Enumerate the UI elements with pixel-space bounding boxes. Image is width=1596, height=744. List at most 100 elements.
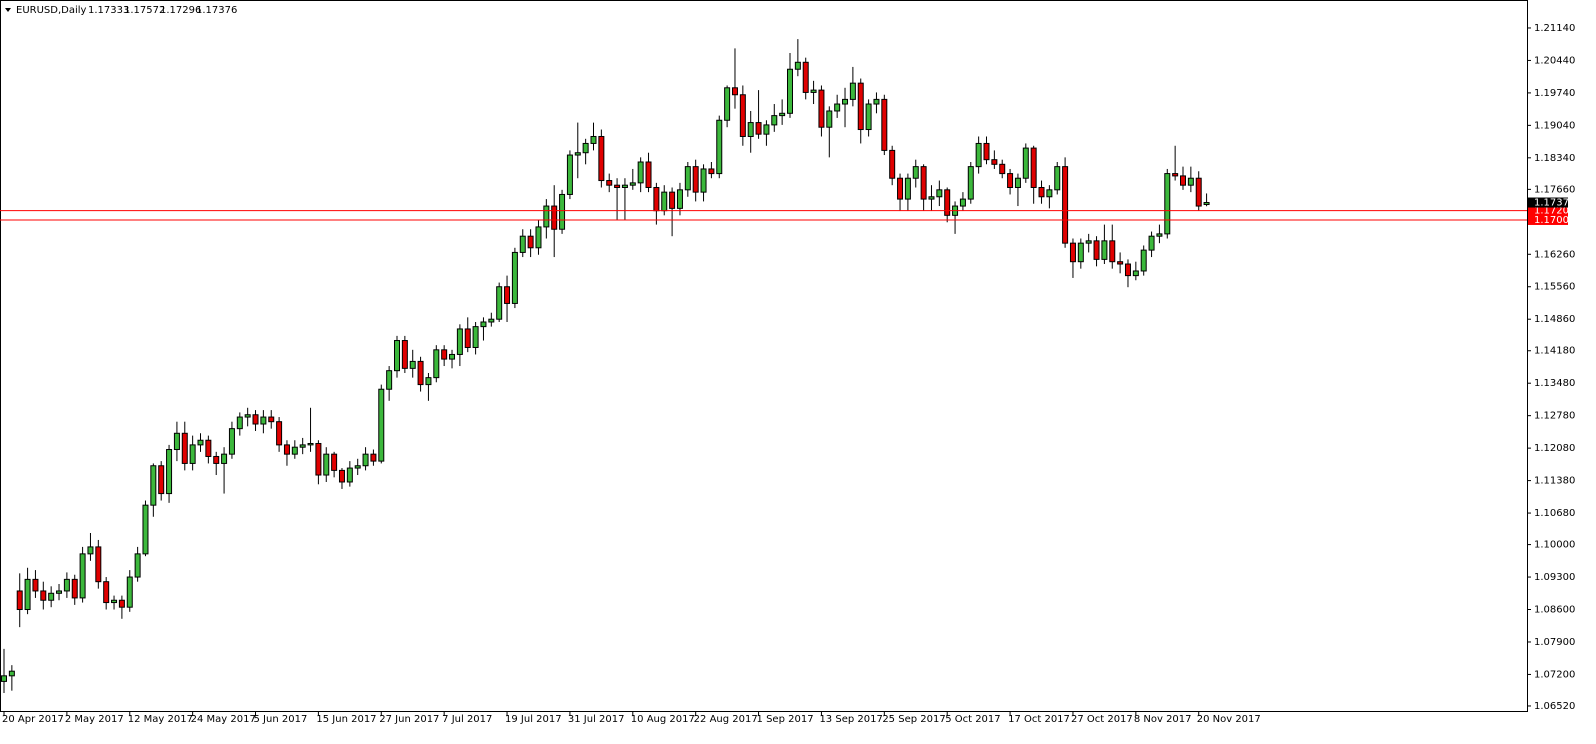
candle-body <box>323 453 330 476</box>
candle-body <box>48 592 55 601</box>
y-tick-label: 1.11380 <box>1534 476 1575 487</box>
candle-body <box>338 469 345 483</box>
candle-body <box>1038 186 1045 198</box>
candle-body <box>197 439 204 446</box>
candle-body <box>56 590 63 594</box>
candle-body <box>1022 147 1029 179</box>
candle-body <box>897 177 904 200</box>
candle-body <box>889 149 896 179</box>
y-tick-label: 1.12080 <box>1534 443 1575 454</box>
candle-body <box>763 124 770 135</box>
x-tick-label: 5 Oct 2017 <box>945 714 1000 725</box>
candle-body <box>1117 261 1124 265</box>
candle-body <box>519 235 526 253</box>
candle-body <box>574 152 581 156</box>
candle-body <box>881 98 888 151</box>
candle-body <box>527 235 534 249</box>
candle-body <box>488 318 495 323</box>
y-tick-label: 1.16260 <box>1534 249 1575 260</box>
candle-body <box>920 166 927 200</box>
candle-body <box>1062 166 1069 244</box>
candle-body <box>181 432 188 464</box>
candle-body <box>1077 242 1084 263</box>
candle-body <box>991 159 998 165</box>
candle-body <box>653 186 660 212</box>
candle-body <box>543 205 550 228</box>
candle-body <box>126 576 133 608</box>
x-tick-label: 8 Nov 2017 <box>1134 714 1192 725</box>
candle-body <box>535 226 542 249</box>
candle-body <box>912 166 919 179</box>
candle-body <box>268 416 275 423</box>
y-tick-label: 1.13480 <box>1534 378 1575 389</box>
x-tick-label: 25 Sep 2017 <box>882 714 945 725</box>
candle-body <box>684 166 691 191</box>
candle-body <box>826 110 833 128</box>
candle-body <box>1101 240 1108 260</box>
candle-body <box>213 455 220 464</box>
candle-body <box>566 154 573 195</box>
candle-body <box>441 349 448 360</box>
candle-body <box>559 193 566 230</box>
candle-body <box>661 191 668 212</box>
candle-body <box>456 328 463 355</box>
candle-body <box>276 421 283 446</box>
y-tick-label: 1.12780 <box>1534 411 1575 422</box>
y-tick-label: 1.06520 <box>1534 701 1575 712</box>
y-tick-label: 1.19740 <box>1534 88 1575 99</box>
candle-body <box>166 449 173 495</box>
candle-body <box>747 122 754 137</box>
candle-body <box>63 578 70 592</box>
candle-body <box>71 578 78 599</box>
y-tick-label: 1.07900 <box>1534 637 1575 648</box>
x-tick-label: 20 Apr 2017 <box>2 714 64 725</box>
candle-body <box>354 465 361 469</box>
candle-body <box>834 103 841 112</box>
x-tick-label: 20 Nov 2017 <box>1197 714 1261 725</box>
candle-body <box>645 161 652 188</box>
candle-body <box>228 428 235 455</box>
candle-body <box>810 89 817 93</box>
candle-body <box>1132 270 1139 277</box>
candle-body <box>331 453 338 471</box>
candle-body <box>1014 177 1021 188</box>
candle-body <box>787 68 793 114</box>
candle-body <box>1007 173 1014 188</box>
x-tick-label: 2 May 2017 <box>65 714 124 725</box>
candle-body <box>32 578 39 592</box>
x-tick-label: 10 Aug 2017 <box>631 714 695 725</box>
candle-body <box>1180 175 1186 186</box>
level-label-bg <box>1528 214 1568 225</box>
candle-body <box>40 590 47 601</box>
candle-body <box>417 360 424 386</box>
candle-body <box>134 553 141 578</box>
candle-body <box>472 326 479 348</box>
candle-body <box>551 205 558 230</box>
candle-body <box>724 87 731 121</box>
x-tick-label: 15 Jun 2017 <box>316 714 376 725</box>
menu-arrow <box>5 8 11 12</box>
x-tick-label: 31 Jul 2017 <box>568 714 625 725</box>
x-tick-label: 24 May 2017 <box>191 714 256 725</box>
candle-body <box>16 590 23 611</box>
candle-body <box>378 388 385 462</box>
candle-body <box>944 189 951 216</box>
candle-body <box>1148 235 1155 251</box>
candle-body <box>794 61 801 70</box>
candle-body <box>8 670 15 677</box>
candle-body <box>849 82 856 100</box>
candle-body <box>606 180 613 186</box>
candle-body <box>999 163 1006 175</box>
y-tick-label: 1.17660 <box>1534 184 1575 195</box>
candle-body <box>480 321 487 328</box>
candle-body <box>24 578 31 611</box>
candle-body <box>496 286 503 320</box>
candle-body <box>142 504 149 555</box>
candle-body <box>771 115 778 126</box>
candle-body <box>692 166 699 193</box>
x-tick-label: 13 Sep 2017 <box>819 714 882 725</box>
candle-body <box>1187 177 1194 186</box>
price-label: 1.17376 <box>1534 198 1575 209</box>
